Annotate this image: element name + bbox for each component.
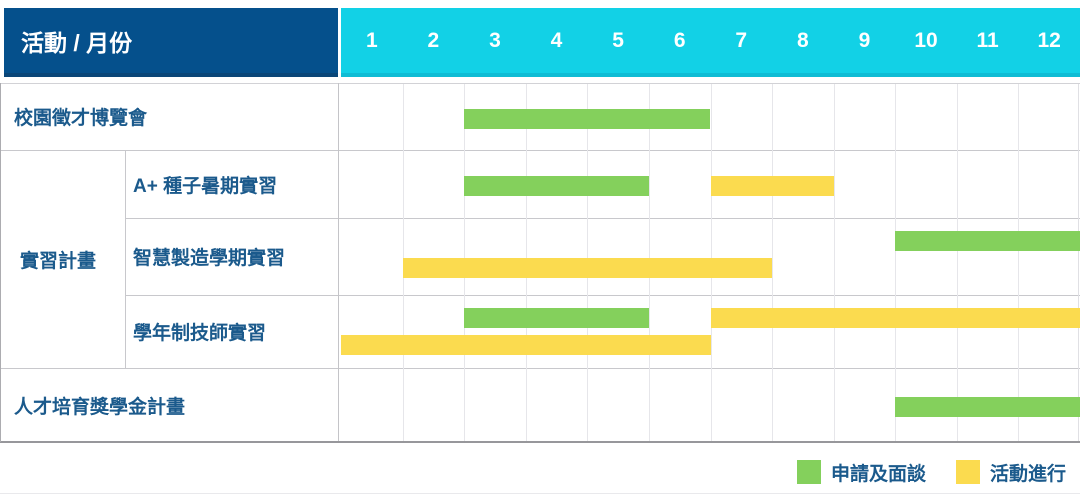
month-header-12: 12 (1037, 28, 1061, 52)
bar-talent-scholarship-program-green-m10-m12 (895, 397, 1080, 417)
bar-academic-year-technician-internship-green-m3-m5 (464, 308, 649, 328)
month-header-8: 8 (796, 28, 809, 52)
bar-campus-fair-green-m3-m6 (464, 108, 711, 129)
group-column-divider (125, 150, 126, 368)
bar-academic-year-technician-internship-yellow-m1-m6 (341, 335, 711, 355)
legend-label-green: 申請及面談 (830, 463, 926, 485)
month-header-1: 1 (365, 28, 378, 52)
legend-item-green: 申請及面談 (796, 459, 926, 486)
row-label-campus-fair: 校園徵才博覽會 (14, 108, 148, 129)
row-divider (0, 150, 1080, 151)
legend-swatch-green (796, 460, 821, 484)
legend-swatch-yellow (955, 460, 980, 484)
group-label-internship-program: 實習計畫 (20, 250, 97, 272)
header-activity-label: 活動 / 月份 (21, 29, 133, 56)
row-label-talent-scholarship-program: 人才培育獎學金計畫 (14, 396, 186, 418)
month-header-6: 6 (673, 28, 686, 52)
month-gridline (957, 84, 958, 441)
month-gridline (1018, 84, 1019, 441)
table-right-border (1078, 84, 1079, 441)
legend: 申請及面談 活動進行 (796, 458, 1066, 486)
month-header-10: 10 (914, 28, 938, 52)
label-chart-divider (338, 83, 339, 441)
header-activity-cell: 活動 / 月份 (4, 8, 338, 77)
bar-aplus-seed-summer-internship-green-m3-m5 (464, 176, 649, 196)
month-header-4: 4 (550, 28, 563, 52)
month-header-row: 1 2 3 4 5 6 7 8 9 10 11 12 (341, 8, 1080, 77)
table-left-border (0, 83, 1, 442)
month-gridline (895, 84, 896, 441)
legend-label-yellow: 活動進行 (989, 463, 1066, 485)
month-gridline (772, 84, 773, 441)
bar-academic-year-technician-internship-yellow-m7-m12 (710, 308, 1080, 328)
table-bottom-border (0, 441, 1080, 443)
row-label-smart-manufacturing-semester-internship: 智慧製造學期實習 (133, 248, 286, 269)
table-top-border (0, 83, 1080, 84)
legend-item-yellow: 活動進行 (955, 459, 1066, 486)
month-header-5: 5 (612, 28, 624, 52)
row-divider (125, 295, 1080, 296)
row-label-aplus-seed-summer-internship: A+ 種子暑期實習 (133, 175, 278, 197)
row-label-academic-year-technician-internship: 學年制技師實習 (133, 323, 267, 344)
month-header-7: 7 (735, 28, 748, 52)
month-header-2: 2 (427, 28, 440, 52)
month-header-9: 9 (858, 28, 871, 52)
month-gridline (834, 84, 835, 441)
row-divider (125, 218, 1080, 219)
row-divider (0, 368, 1080, 369)
month-header-11: 11 (976, 28, 999, 52)
bar-aplus-seed-summer-internship-yellow-m7-m8 (710, 176, 834, 196)
bar-smart-manufacturing-semester-internship-yellow-m2-m7 (402, 258, 773, 278)
month-header-3: 3 (489, 28, 501, 52)
bar-smart-manufacturing-semester-internship-green-m10-m12 (895, 231, 1080, 251)
